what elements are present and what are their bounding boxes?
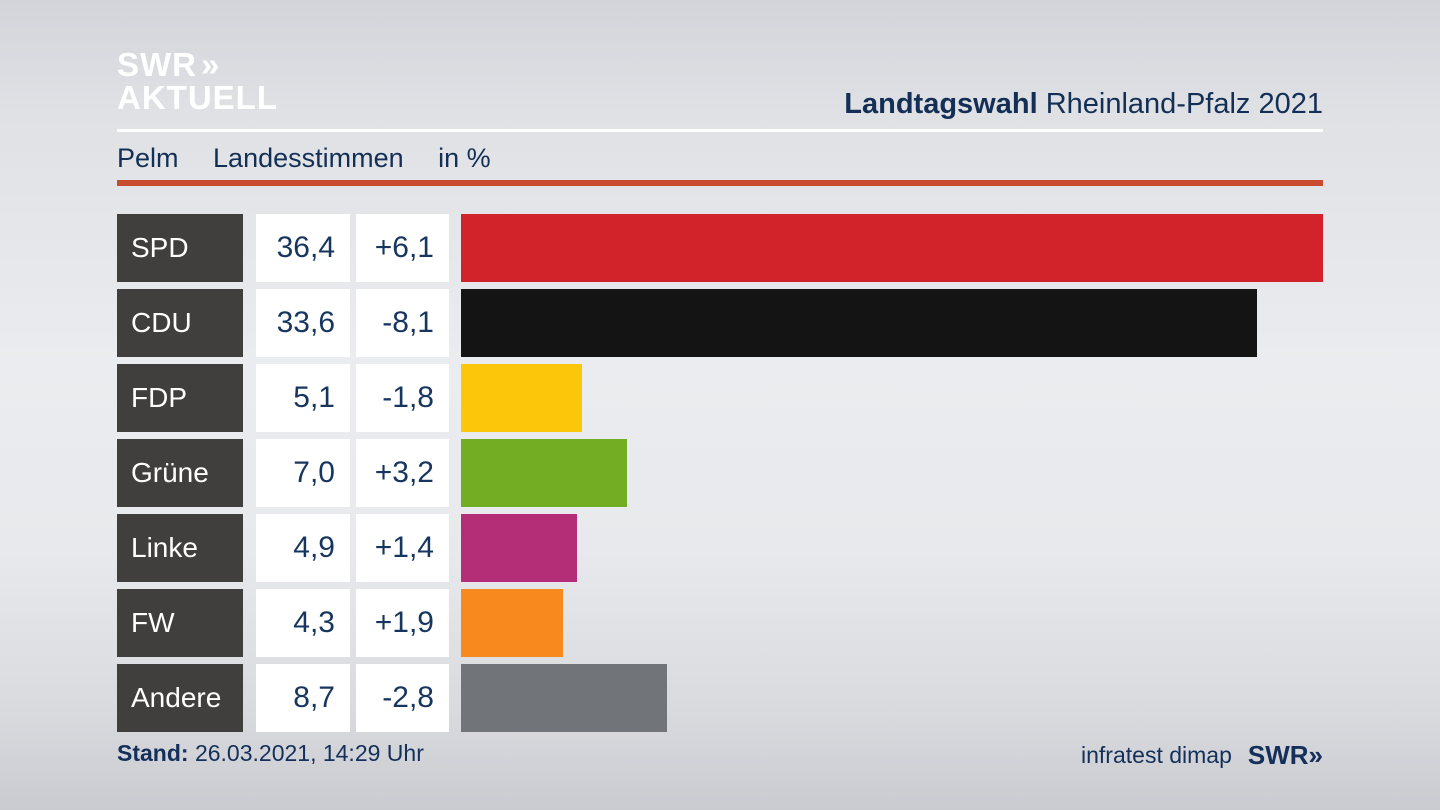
- party-label: Linke: [117, 514, 243, 582]
- chart-row: FW 4,3 +1,9: [117, 589, 1323, 657]
- unit-label: in %: [438, 143, 491, 173]
- party-label: FDP: [117, 364, 243, 432]
- bar-track: [461, 439, 1323, 507]
- party-label: Grüne: [117, 439, 243, 507]
- title-rest: Rheinland-Pfalz 2021: [1045, 88, 1323, 120]
- bar-track: [461, 364, 1323, 432]
- bar: [461, 214, 1323, 282]
- party-label: FW: [117, 589, 243, 657]
- value-box: 4,3: [256, 589, 350, 657]
- timestamp: Stand: 26.03.2021, 14:29 Uhr: [117, 740, 424, 767]
- change-box: -1,8: [356, 364, 449, 432]
- chart-row: SPD 36,4 +6,1: [117, 214, 1323, 282]
- value-box: 36,4: [256, 214, 350, 282]
- header-divider: [117, 129, 1323, 132]
- chart-row: Andere 8,7 -2,8: [117, 664, 1323, 732]
- stand-value: 26.03.2021, 14:29 Uhr: [194, 740, 424, 766]
- vote-type-label: Landesstimmen: [213, 143, 404, 173]
- source-label: infratest dimap: [1081, 742, 1232, 768]
- logo-line-1: SWR»: [117, 46, 219, 83]
- bar-track: [461, 664, 1323, 732]
- swr-footer-logo: SWR»: [1247, 740, 1323, 770]
- chart-row: Grüne 7,0 +3,2: [117, 439, 1323, 507]
- bar: [461, 439, 627, 507]
- party-label: Andere: [117, 664, 243, 732]
- stand-label: Stand:: [117, 740, 189, 766]
- party-label: SPD: [117, 214, 243, 282]
- party-label: CDU: [117, 289, 243, 357]
- swr-aktuell-logo: SWR» AKTUELL: [117, 48, 278, 114]
- bar: [461, 364, 582, 432]
- title-bold: Landtagswahl: [844, 88, 1038, 120]
- value-box: 4,9: [256, 514, 350, 582]
- chart-subtitle: Pelm Landesstimmen in %: [117, 143, 518, 174]
- logo-line-2: AKTUELL: [117, 79, 278, 116]
- bar: [461, 289, 1257, 357]
- chart-row: Linke 4,9 +1,4: [117, 514, 1323, 582]
- value-box: 33,6: [256, 289, 350, 357]
- bar-track: [461, 589, 1323, 657]
- credits: infratest dimap SWR»: [1081, 740, 1323, 771]
- bar-chart: SPD 36,4 +6,1 CDU 33,6 -8,1 FDP 5,1 -1,8…: [117, 214, 1323, 732]
- change-box: -2,8: [356, 664, 449, 732]
- value-box: 7,0: [256, 439, 350, 507]
- bar-track: [461, 289, 1323, 357]
- value-box: 5,1: [256, 364, 350, 432]
- bar: [461, 664, 668, 732]
- chart-row: FDP 5,1 -1,8: [117, 364, 1323, 432]
- bar-track: [461, 214, 1323, 282]
- bar: [461, 514, 578, 582]
- chart-row: CDU 33,6 -8,1: [117, 289, 1323, 357]
- bar-track: [461, 514, 1323, 582]
- page-title: Landtagswahl Rheinland-Pfalz 2021: [844, 88, 1323, 120]
- bar: [461, 589, 563, 657]
- change-box: +3,2: [356, 439, 449, 507]
- red-divider: [117, 180, 1323, 186]
- value-box: 8,7: [256, 664, 350, 732]
- chevrons-icon: »: [201, 46, 219, 83]
- change-box: +6,1: [356, 214, 449, 282]
- change-box: +1,4: [356, 514, 449, 582]
- change-box: +1,9: [356, 589, 449, 657]
- change-box: -8,1: [356, 289, 449, 357]
- region-label: Pelm: [117, 143, 179, 173]
